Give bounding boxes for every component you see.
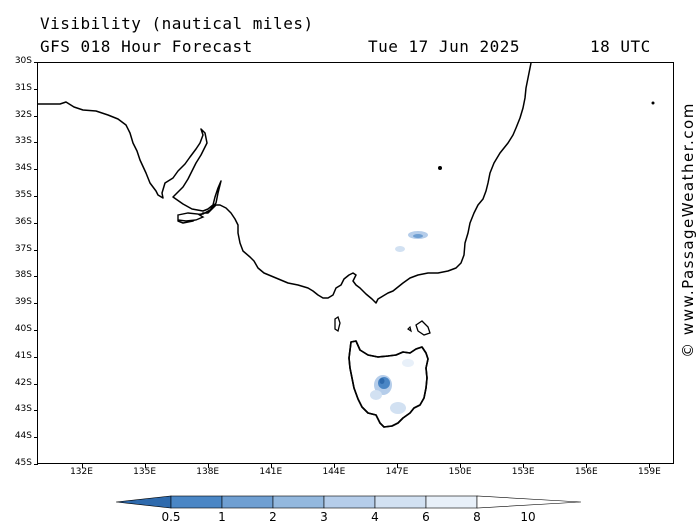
lat-label: 39S xyxy=(14,297,32,308)
lon-tick xyxy=(144,464,146,468)
map-svg xyxy=(38,63,673,463)
lat-label: 30S xyxy=(14,56,32,66)
lat-tick xyxy=(34,276,38,278)
lon-label: 135E xyxy=(133,467,157,477)
tasmania-fog xyxy=(370,359,414,414)
kangaroo-island xyxy=(177,212,205,222)
norfolk-island xyxy=(651,101,655,105)
lat-tick xyxy=(34,169,38,171)
tasmania-outline xyxy=(348,340,429,428)
legend-label: 10 xyxy=(520,510,536,524)
legend-swatch xyxy=(170,495,223,509)
legend-label: 8 xyxy=(473,510,481,524)
lon-tick xyxy=(81,464,83,468)
legend-swatch xyxy=(374,495,427,509)
legend-label: 6 xyxy=(422,510,430,524)
lord-howe-island xyxy=(438,166,442,170)
lat-label: 36S xyxy=(14,216,32,227)
legend-swatch xyxy=(272,495,325,509)
lat-tick xyxy=(34,222,38,224)
visibility-legend xyxy=(116,495,582,509)
visibility-patch xyxy=(413,234,423,238)
lat-label: 44S xyxy=(14,431,32,442)
lon-tick xyxy=(586,464,588,468)
flinders-island xyxy=(415,320,431,336)
legend-swatch xyxy=(323,495,376,509)
lat-tick xyxy=(34,356,38,358)
lat-label: 40S xyxy=(14,324,32,334)
mainland-outline xyxy=(38,63,532,304)
lat-label: 43S xyxy=(14,404,32,415)
lon-label: 147E xyxy=(385,467,409,477)
lat-tick xyxy=(34,142,38,144)
lat-tick xyxy=(34,62,38,63)
lon-label: 144E xyxy=(322,467,346,477)
lon-tick xyxy=(207,464,209,468)
lon-tick xyxy=(397,464,398,468)
legend-label: 0.5 xyxy=(161,510,181,524)
lat-label: 32S xyxy=(14,109,32,120)
legend-label: 2 xyxy=(269,510,277,524)
lat-tick xyxy=(34,196,38,197)
lat-label: 31S xyxy=(14,82,32,93)
visibility-patch xyxy=(395,246,405,252)
lat-label: 42S xyxy=(14,377,32,388)
mainland-coastline xyxy=(38,63,673,463)
forecast-time: 18 UTC xyxy=(590,37,651,56)
lon-label: 132E xyxy=(70,467,93,477)
map-title: Visibility (nautical miles) xyxy=(40,14,314,33)
lon-label: 150E xyxy=(448,467,472,477)
lat-label: 41S xyxy=(14,350,32,361)
lon-tick xyxy=(460,464,462,468)
lat-tick xyxy=(34,88,38,90)
lat-tick xyxy=(34,383,38,385)
lon-tick xyxy=(270,464,272,468)
legend-swatch xyxy=(425,495,478,509)
legend-label: 3 xyxy=(320,510,328,524)
lon-tick xyxy=(333,464,335,468)
lat-tick xyxy=(34,410,38,412)
lon-tick xyxy=(523,464,525,468)
legend-label: 1 xyxy=(218,510,226,524)
lon-label: 138E xyxy=(196,467,220,477)
lat-label: 33S xyxy=(14,136,32,147)
lon-tick xyxy=(649,464,651,468)
credit-watermark: © www.PassageWeather.com xyxy=(679,102,697,358)
lat-tick xyxy=(34,330,38,331)
lat-tick xyxy=(34,464,38,465)
legend-min-arrow xyxy=(116,495,172,509)
lat-tick xyxy=(34,303,38,305)
small-island xyxy=(407,325,412,333)
legend-swatch xyxy=(221,495,274,509)
lon-label: 159E xyxy=(637,467,661,477)
lat-tick xyxy=(34,437,38,439)
lat-label: 37S xyxy=(14,243,32,254)
lat-label: 38S xyxy=(14,270,32,281)
map-subtitle: GFS 018 Hour Forecast xyxy=(40,37,253,56)
lat-label: 45S xyxy=(14,458,32,468)
lon-label: 153E xyxy=(511,467,535,477)
lat-label: 35S xyxy=(14,190,32,200)
lon-label: 141E xyxy=(259,467,283,477)
king-island xyxy=(334,315,341,333)
forecast-date: Tue 17 Jun 2025 xyxy=(368,37,520,56)
legend-max-arrow xyxy=(476,495,582,509)
legend-label: 4 xyxy=(371,510,379,524)
lat-tick xyxy=(34,249,38,251)
map-area xyxy=(37,62,674,464)
lon-label: 156E xyxy=(574,467,598,477)
lat-tick xyxy=(34,115,38,117)
lat-label: 34S xyxy=(14,163,32,174)
